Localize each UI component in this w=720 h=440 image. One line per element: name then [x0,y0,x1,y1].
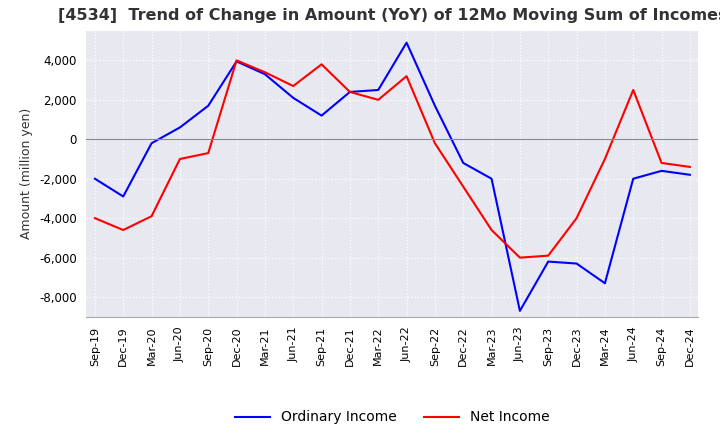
Net Income [261,70,269,75]
Ordinary Income [148,141,156,146]
Net Income [431,141,439,146]
Ordinary Income [91,176,99,181]
Ordinary Income [374,87,382,92]
Ordinary Income [119,194,127,199]
Ordinary Income [487,176,496,181]
Net Income [374,97,382,103]
Net Income [459,184,467,189]
Ordinary Income [318,113,326,118]
Net Income [572,216,581,221]
Net Income [289,84,297,89]
Ordinary Income [459,160,467,165]
Legend: Ordinary Income, Net Income: Ordinary Income, Net Income [230,405,555,430]
Ordinary Income [233,59,241,64]
Ordinary Income [600,281,609,286]
Net Income [148,213,156,219]
Title: [4534]  Trend of Change in Amount (YoY) of 12Mo Moving Sum of Incomes: [4534] Trend of Change in Amount (YoY) o… [58,7,720,23]
Net Income [629,87,637,92]
Ordinary Income [685,172,694,177]
Net Income [204,150,212,156]
Net Income [318,62,326,67]
Ordinary Income [176,125,184,130]
Net Income [685,164,694,169]
Ordinary Income [657,168,666,173]
Net Income [402,73,411,79]
Net Income [176,156,184,161]
Ordinary Income [204,103,212,108]
Ordinary Income [516,308,524,314]
Ordinary Income [402,40,411,45]
Net Income [516,255,524,260]
Ordinary Income [572,261,581,266]
Ordinary Income [289,95,297,100]
Ordinary Income [346,89,354,95]
Net Income [487,227,496,233]
Net Income [233,58,241,63]
Net Income [657,160,666,165]
Net Income [346,89,354,95]
Ordinary Income [261,72,269,77]
Ordinary Income [431,103,439,108]
Ordinary Income [629,176,637,181]
Net Income [600,156,609,161]
Net Income [119,227,127,233]
Line: Ordinary Income: Ordinary Income [95,43,690,311]
Line: Net Income: Net Income [95,60,690,258]
Y-axis label: Amount (million yen): Amount (million yen) [20,108,33,239]
Net Income [91,216,99,221]
Net Income [544,253,552,258]
Ordinary Income [544,259,552,264]
